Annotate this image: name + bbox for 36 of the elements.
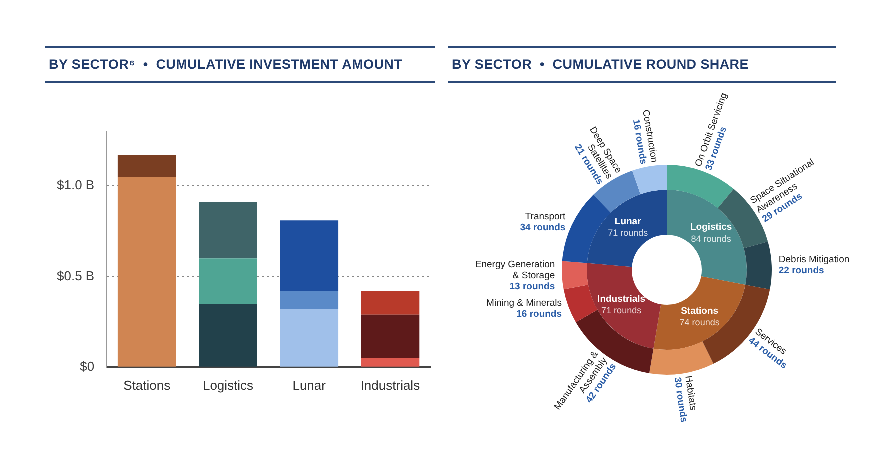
y-tick-label: $0.5 B (56, 268, 95, 284)
bar (118, 177, 176, 367)
slice-label: Lunar (614, 216, 642, 228)
slice-label: Energy Generation & Storage (475, 259, 556, 282)
chart-title: BY SECTOR • CUMULATIVE ROUND SHARE (448, 46, 836, 83)
bar (280, 291, 339, 310)
bar (199, 202, 258, 259)
bar (361, 291, 420, 315)
bar (199, 304, 258, 367)
data-label: 84 rounds (691, 234, 732, 244)
slice-label: Industrials (598, 294, 646, 305)
bar (280, 220, 339, 292)
x-tick-label: Logistics (202, 378, 254, 393)
slice-label: Debris Mitigation (778, 254, 850, 266)
bar (199, 258, 258, 304)
bar (361, 314, 420, 358)
slice-label: Stations (681, 306, 719, 317)
x-tick-label: Industrials (360, 378, 421, 393)
data-label: 74 rounds (680, 318, 720, 328)
slice-label: Transport (525, 211, 566, 222)
bar (280, 309, 339, 367)
data-label: 71 rounds (608, 228, 649, 238)
x-tick-label: Stations (124, 378, 172, 393)
y-tick-label: $1.0 B (56, 178, 95, 193)
x-tick-label: Lunar (292, 378, 327, 393)
data-label: 16 rounds (516, 309, 562, 320)
data-label: 34 rounds (520, 222, 566, 234)
data-label: 13 rounds (510, 281, 556, 292)
chart-title: BY SECTOR⁶ • CUMULATIVE INVESTMENT AMOUNT (45, 46, 435, 83)
data-label: 22 rounds (778, 265, 824, 276)
slice-label: Mining & Minerals (486, 298, 562, 310)
bar (361, 358, 420, 367)
bar (118, 155, 176, 178)
data-label: 71 rounds (602, 306, 642, 316)
slice-label: Logistics (690, 222, 732, 233)
y-tick-label: $0 (80, 358, 95, 374)
